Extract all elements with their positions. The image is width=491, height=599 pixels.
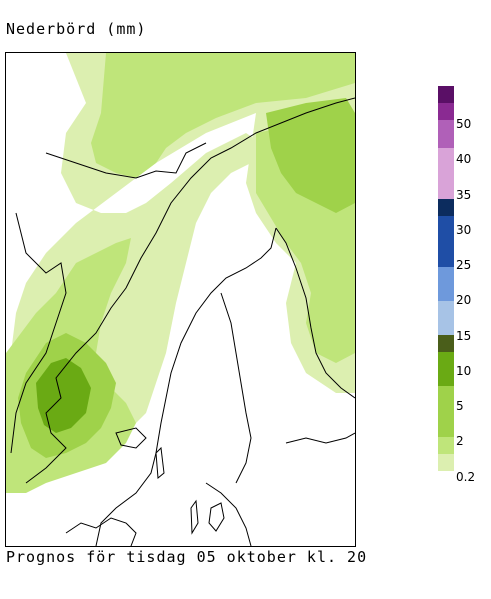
oland (190, 499, 199, 535)
gotland (208, 502, 225, 532)
legend-label: 35 (456, 188, 472, 202)
legend-swatch-fill (438, 216, 454, 250)
precipitation-field (6, 53, 355, 493)
legend-label: 30 (456, 223, 472, 237)
legend-label: 5 (456, 399, 464, 413)
legend-swatch (438, 437, 454, 454)
legend-label: 10 (456, 364, 472, 378)
legend-swatch (438, 454, 454, 471)
sweden-coast (95, 227, 277, 546)
precip-area-10 (36, 358, 91, 433)
finland-coast (275, 227, 355, 399)
north-contour (45, 142, 207, 179)
legend-swatch (438, 131, 454, 148)
precip-area-5-north (266, 98, 355, 213)
legend-label: 0.2 (456, 470, 476, 484)
legend-swatch-fill (438, 352, 454, 369)
map-title: Nederbörd (mm) (6, 20, 147, 38)
legend-label: 2 (456, 434, 464, 448)
baltic-shore (205, 482, 252, 546)
legend-swatch-fill (438, 148, 454, 182)
legend-label: 20 (456, 293, 472, 307)
legend-swatch (438, 103, 454, 120)
lake-vattern (155, 446, 165, 480)
legend-swatch-fill (438, 386, 454, 420)
norway-coast (25, 97, 355, 484)
legend-swatch (438, 318, 454, 335)
legend-swatch (438, 369, 454, 386)
legend-swatch (438, 86, 454, 103)
legend-swatch (438, 420, 454, 437)
legend-swatch (438, 284, 454, 301)
lake-vanern (115, 427, 147, 449)
forecast-caption: Prognos för tisdag 05 oktober kl. 20 (6, 548, 368, 566)
legend-label: 50 (456, 117, 472, 131)
precipitation-map (5, 52, 356, 547)
denmark-coast (65, 517, 137, 546)
legend-label: 15 (456, 329, 472, 343)
legend-label: 25 (456, 258, 472, 272)
legend-label: 40 (456, 152, 472, 166)
legend-swatch-fill (438, 301, 454, 318)
coastlines (10, 97, 355, 546)
precip-area-2 (91, 53, 355, 178)
legend-swatch (438, 335, 454, 352)
legend-swatch (438, 182, 454, 199)
west-contour (10, 212, 67, 454)
gulf-of-bothnia (220, 292, 252, 484)
legend-swatch-fill (438, 120, 454, 131)
legend-swatch-fill (438, 267, 454, 284)
legend-swatch (438, 199, 454, 216)
estonia-coast (285, 432, 355, 444)
legend-swatch (438, 250, 454, 267)
